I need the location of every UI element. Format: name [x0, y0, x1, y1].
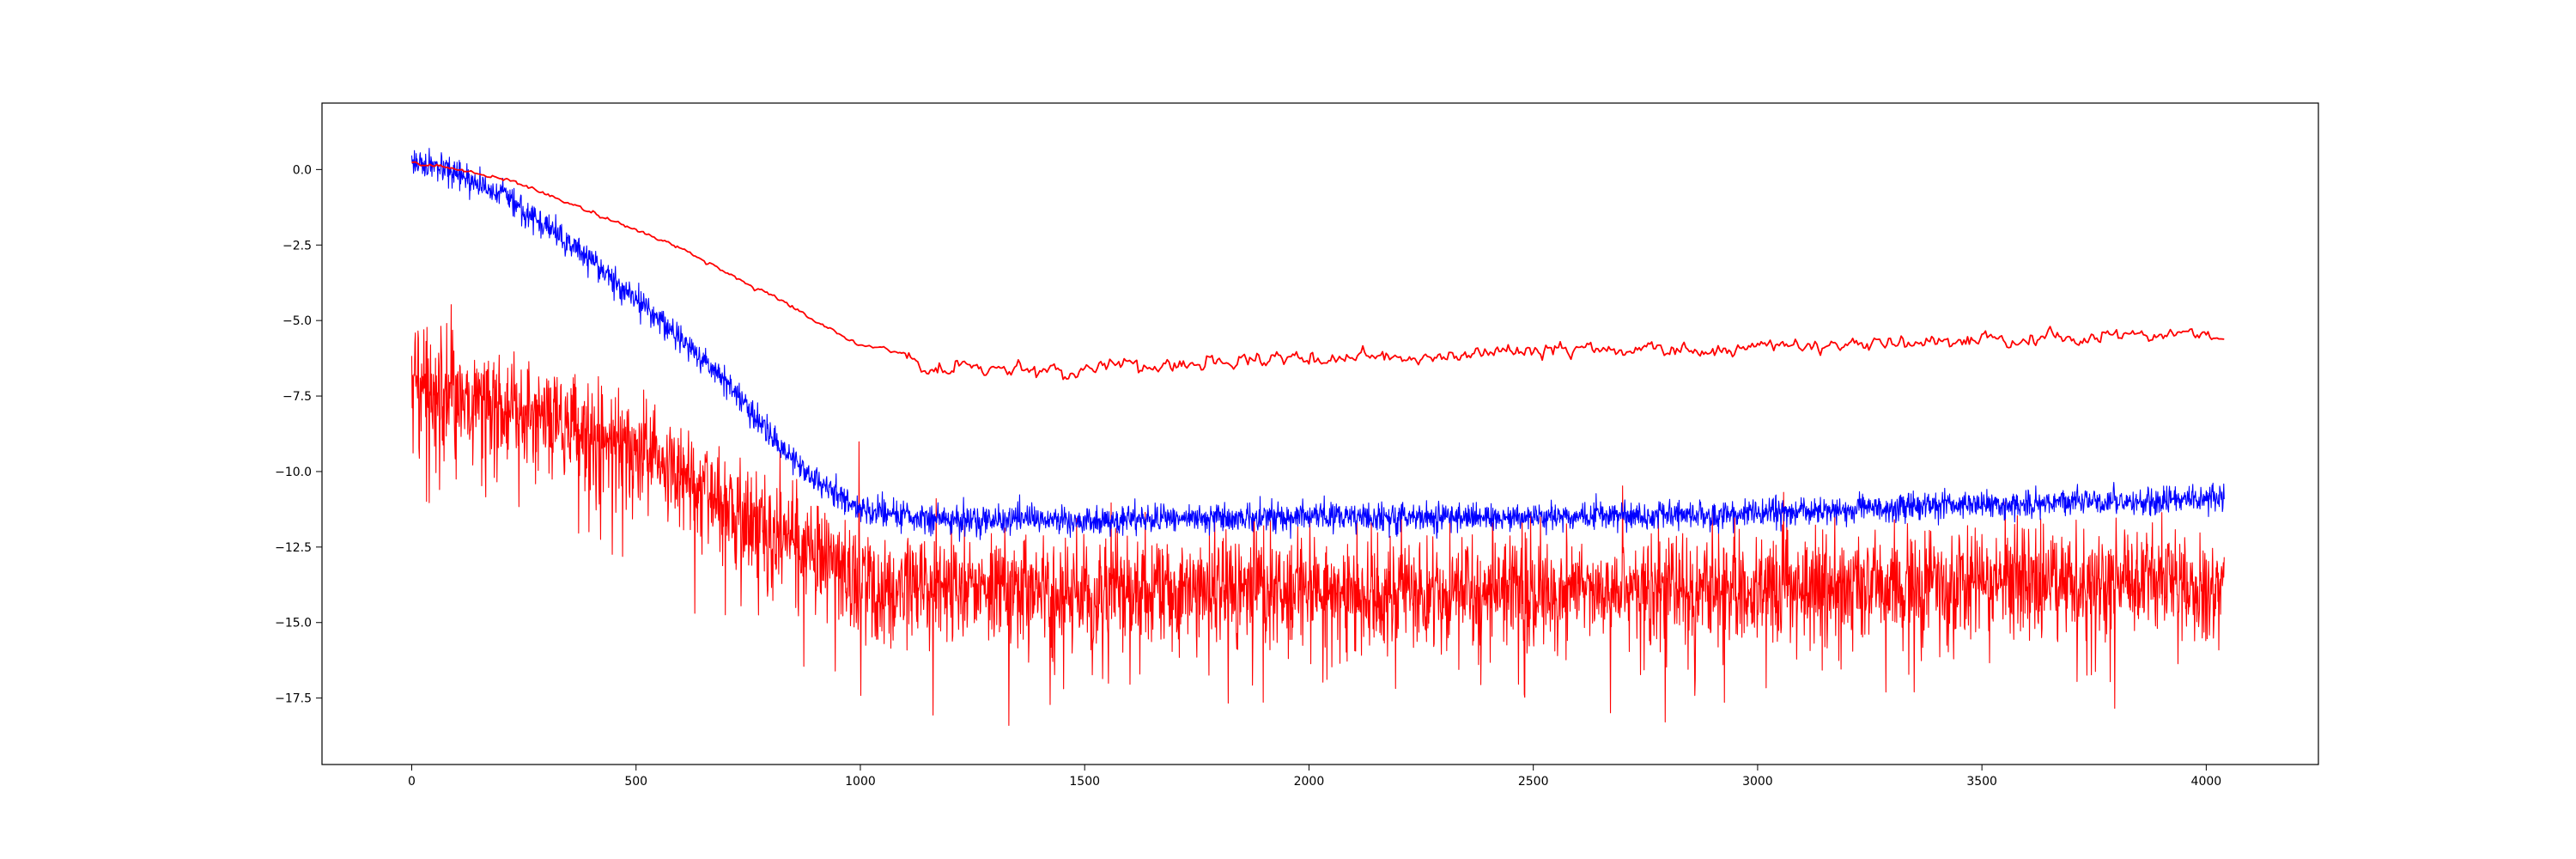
- y-tick-label: −7.5: [283, 390, 312, 404]
- y-tick-label: −17.5: [275, 692, 312, 706]
- x-tick-label: 1500: [1069, 775, 1100, 789]
- plot-background: [322, 103, 2318, 765]
- y-tick-label: −12.5: [275, 541, 312, 555]
- x-tick-label: 3000: [1742, 775, 1773, 789]
- y-tick-label: −2.5: [283, 239, 312, 253]
- x-tick-label: 500: [624, 775, 647, 789]
- x-tick-label: 4000: [2191, 775, 2222, 789]
- x-tick-label: 2000: [1294, 775, 1325, 789]
- x-tick-label: 2500: [1518, 775, 1549, 789]
- series-line-2: [411, 161, 2225, 381]
- series-line-3: [410, 304, 2225, 727]
- plot-frame: [321, 102, 2319, 765]
- x-tick-label: 0: [408, 775, 416, 789]
- y-tick-label: −15.0: [275, 617, 312, 631]
- series-line-1: [410, 148, 2225, 542]
- x-tick-label: 3500: [1966, 775, 1997, 789]
- x-tick-label: 1000: [845, 775, 876, 789]
- y-tick-label: −5.0: [283, 314, 312, 328]
- y-axis: 0.0 −2.5 −5.0 −7.5 −10.0 −12.5 −15.0 −17.5: [275, 163, 322, 706]
- y-tick-label: −10.0: [275, 466, 312, 479]
- series-layer: [410, 148, 2225, 727]
- y-tick-label: 0.0: [293, 163, 312, 177]
- x-axis: 0 500 1000 1500 2000 2500 3000 3500 4000: [408, 765, 2221, 789]
